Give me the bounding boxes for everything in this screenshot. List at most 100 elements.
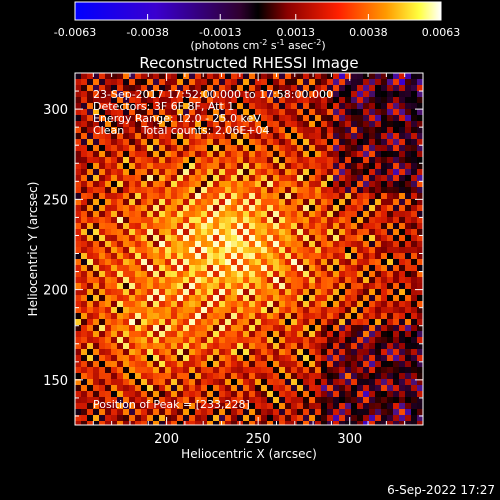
image-pixel	[309, 175, 315, 181]
image-pixel	[375, 385, 381, 391]
image-pixel	[309, 157, 315, 163]
image-pixel	[285, 133, 291, 139]
image-pixel	[219, 373, 225, 379]
image-pixel	[81, 277, 87, 283]
image-pixel	[357, 235, 363, 241]
image-pixel	[333, 415, 339, 421]
image-pixel	[141, 301, 147, 307]
image-pixel	[285, 121, 291, 127]
image-pixel	[375, 133, 381, 139]
image-pixel	[285, 355, 291, 361]
image-pixel	[81, 85, 87, 91]
image-pixel	[399, 103, 405, 109]
image-pixel	[123, 415, 129, 421]
image-pixel	[351, 85, 357, 91]
image-pixel	[249, 109, 255, 115]
image-pixel	[399, 193, 405, 199]
image-pixel	[93, 247, 99, 253]
image-pixel	[153, 229, 159, 235]
image-pixel	[87, 133, 93, 139]
image-pixel	[81, 235, 87, 241]
image-pixel	[357, 409, 363, 415]
image-pixel	[405, 109, 411, 115]
image-pixel	[393, 175, 399, 181]
image-pixel	[417, 109, 423, 115]
image-pixel	[297, 145, 303, 151]
image-pixel	[81, 157, 87, 163]
image-pixel	[369, 385, 375, 391]
image-pixel	[117, 271, 123, 277]
image-pixel	[393, 145, 399, 151]
image-pixel	[285, 415, 291, 421]
image-pixel	[333, 121, 339, 127]
image-pixel	[315, 121, 321, 127]
image-pixel	[177, 355, 183, 361]
image-pixel	[405, 103, 411, 109]
image-pixel	[123, 193, 129, 199]
image-pixel	[123, 319, 129, 325]
image-pixel	[333, 277, 339, 283]
image-pixel	[117, 73, 123, 79]
image-pixel	[315, 295, 321, 301]
image-pixel	[351, 169, 357, 175]
image-pixel	[249, 235, 255, 241]
image-pixel	[363, 73, 369, 79]
image-pixel	[81, 115, 87, 121]
image-pixel	[297, 277, 303, 283]
image-pixel	[369, 277, 375, 283]
image-pixel	[375, 301, 381, 307]
image-pixel	[129, 199, 135, 205]
image-pixel	[291, 331, 297, 337]
image-pixel	[135, 241, 141, 247]
image-pixel	[351, 319, 357, 325]
image-pixel	[411, 253, 417, 259]
image-pixel	[405, 391, 411, 397]
image-pixel	[165, 223, 171, 229]
image-pixel	[123, 103, 129, 109]
image-pixel	[411, 331, 417, 337]
image-pixel	[87, 247, 93, 253]
image-pixel	[105, 331, 111, 337]
image-pixel	[369, 235, 375, 241]
image-pixel	[123, 325, 129, 331]
image-pixel	[411, 139, 417, 145]
image-pixel	[153, 337, 159, 343]
image-pixel	[291, 199, 297, 205]
image-pixel	[243, 265, 249, 271]
image-pixel	[165, 79, 171, 85]
image-pixel	[135, 403, 141, 409]
image-pixel	[381, 379, 387, 385]
image-pixel	[225, 289, 231, 295]
image-pixel	[159, 139, 165, 145]
image-pixel	[327, 211, 333, 217]
image-pixel	[183, 139, 189, 145]
image-pixel	[189, 325, 195, 331]
image-pixel	[75, 91, 81, 97]
image-pixel	[105, 109, 111, 115]
image-pixel	[387, 253, 393, 259]
image-pixel	[99, 265, 105, 271]
image-pixel	[387, 319, 393, 325]
image-pixel	[99, 337, 105, 343]
image-pixel	[315, 307, 321, 313]
image-pixel	[291, 223, 297, 229]
image-pixel	[99, 103, 105, 109]
image-pixel	[87, 187, 93, 193]
image-pixel	[399, 391, 405, 397]
image-pixel	[171, 349, 177, 355]
image-pixel	[99, 289, 105, 295]
image-pixel	[255, 241, 261, 247]
image-pixel	[165, 277, 171, 283]
image-pixel	[87, 343, 93, 349]
image-pixel	[147, 115, 153, 121]
image-pixel	[333, 211, 339, 217]
image-pixel	[363, 211, 369, 217]
image-pixel	[105, 73, 111, 79]
image-pixel	[261, 199, 267, 205]
image-pixel	[93, 379, 99, 385]
image-pixel	[123, 199, 129, 205]
image-pixel	[285, 217, 291, 223]
image-pixel	[135, 157, 141, 163]
image-pixel	[297, 289, 303, 295]
image-pixel	[141, 343, 147, 349]
